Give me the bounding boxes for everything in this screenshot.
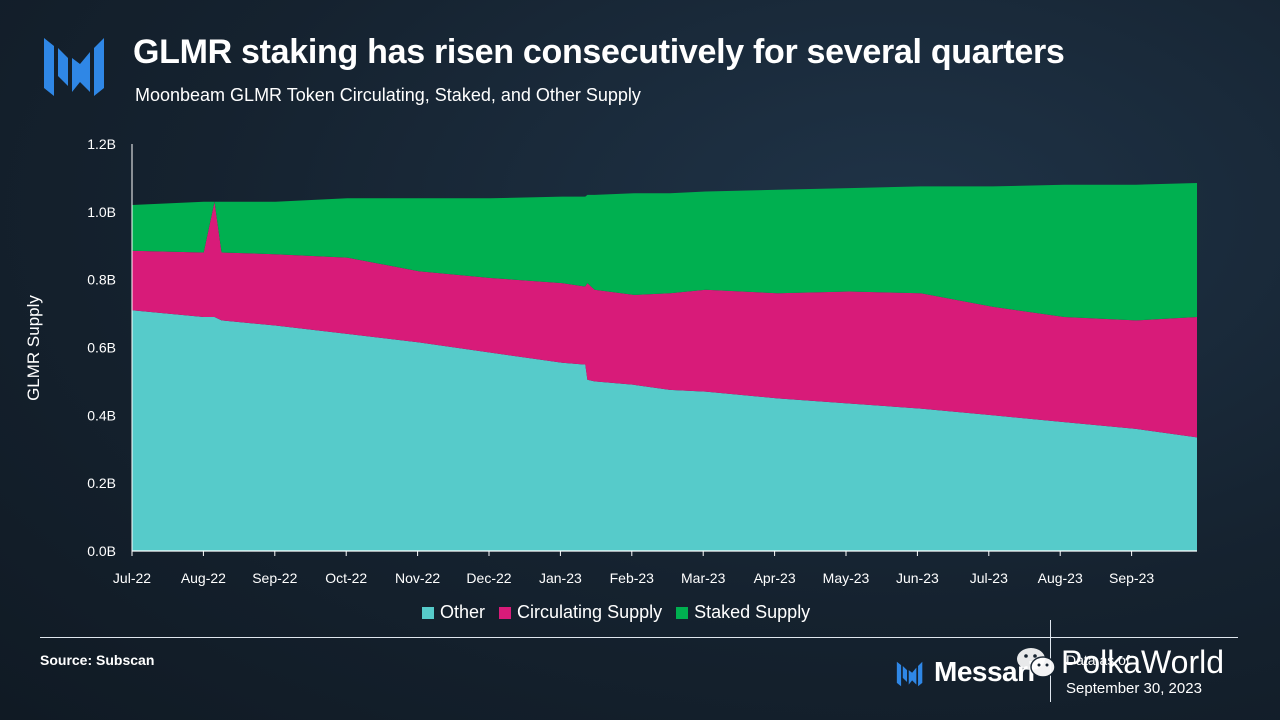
x-tick-label: Apr-23	[754, 570, 796, 586]
y-axis-label: GLMR Supply	[24, 295, 44, 401]
watermark: PolkaWorld	[1015, 644, 1224, 681]
y-tick-label: 0.4B	[87, 407, 116, 423]
y-tick-label: 0.2B	[87, 475, 116, 491]
date-value: September 30, 2023	[1066, 680, 1202, 697]
x-tick-label: Nov-22	[395, 570, 440, 586]
x-tick-label: Oct-22	[325, 570, 367, 586]
x-tick-label: Jan-23	[539, 570, 582, 586]
legend-swatch-staked	[676, 607, 688, 619]
y-tick-label: 0.8B	[87, 272, 116, 288]
legend-item-other: Other	[422, 602, 485, 623]
y-tick-label: 0.6B	[87, 340, 116, 356]
source-note: Source: Subscan	[40, 652, 154, 668]
x-tick-label: Jul-22	[113, 570, 151, 586]
x-tick-label: Aug-23	[1038, 570, 1083, 586]
watermark-text: PolkaWorld	[1061, 644, 1224, 681]
y-tick-label: 0.0B	[87, 543, 116, 559]
legend-label-other: Other	[440, 602, 485, 623]
legend-item-staked: Staked Supply	[676, 602, 810, 623]
x-tick-label: Sep-22	[252, 570, 297, 586]
footer-divider	[40, 637, 1238, 638]
legend-label-circulating: Circulating Supply	[517, 602, 662, 623]
x-tick-label: Aug-22	[181, 570, 226, 586]
x-tick-label: Dec-22	[466, 570, 511, 586]
x-tick-label: Feb-23	[610, 570, 655, 586]
wechat-icon	[1015, 645, 1057, 681]
messari-small-logo-icon	[895, 660, 925, 688]
x-tick-label: May-23	[823, 570, 870, 586]
y-tick-label: 1.2B	[87, 136, 116, 152]
x-tick-label: Mar-23	[681, 570, 726, 586]
x-tick-label: Sep-23	[1109, 570, 1154, 586]
chart-legend: Other Circulating Supply Staked Supply	[422, 602, 824, 623]
x-tick-label: Jul-23	[970, 570, 1008, 586]
legend-label-staked: Staked Supply	[694, 602, 810, 623]
y-tick-label: 1.0B	[87, 204, 116, 220]
legend-swatch-other	[422, 607, 434, 619]
legend-item-circulating: Circulating Supply	[499, 602, 662, 623]
legend-swatch-circulating	[499, 607, 511, 619]
x-tick-label: Jun-23	[896, 570, 939, 586]
